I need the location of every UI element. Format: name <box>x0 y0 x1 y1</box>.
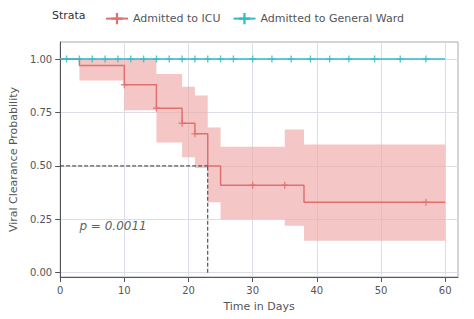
svg-text:Admitted to ICU: Admitted to ICU <box>133 12 220 25</box>
svg-text:50: 50 <box>375 285 388 296</box>
svg-text:Strata: Strata <box>52 9 86 22</box>
svg-text:60: 60 <box>439 285 452 296</box>
svg-text:20: 20 <box>182 285 195 296</box>
svg-text:Admitted to General Ward: Admitted to General Ward <box>260 12 404 25</box>
svg-text:0: 0 <box>57 285 63 296</box>
svg-text:0.75: 0.75 <box>30 107 52 118</box>
svg-text:Time in Days: Time in Days <box>222 300 295 313</box>
svg-text:p = 0.0011: p = 0.0011 <box>78 219 146 233</box>
svg-text:Viral Clearance Probability: Viral Clearance Probability <box>7 86 20 232</box>
svg-text:10: 10 <box>118 285 131 296</box>
svg-text:1.00: 1.00 <box>30 54 52 65</box>
svg-text:0.25: 0.25 <box>30 214 52 225</box>
svg-text:0.00: 0.00 <box>30 267 52 278</box>
svg-text:30: 30 <box>246 285 259 296</box>
svg-text:40: 40 <box>310 285 323 296</box>
svg-text:0.50: 0.50 <box>30 160 52 171</box>
